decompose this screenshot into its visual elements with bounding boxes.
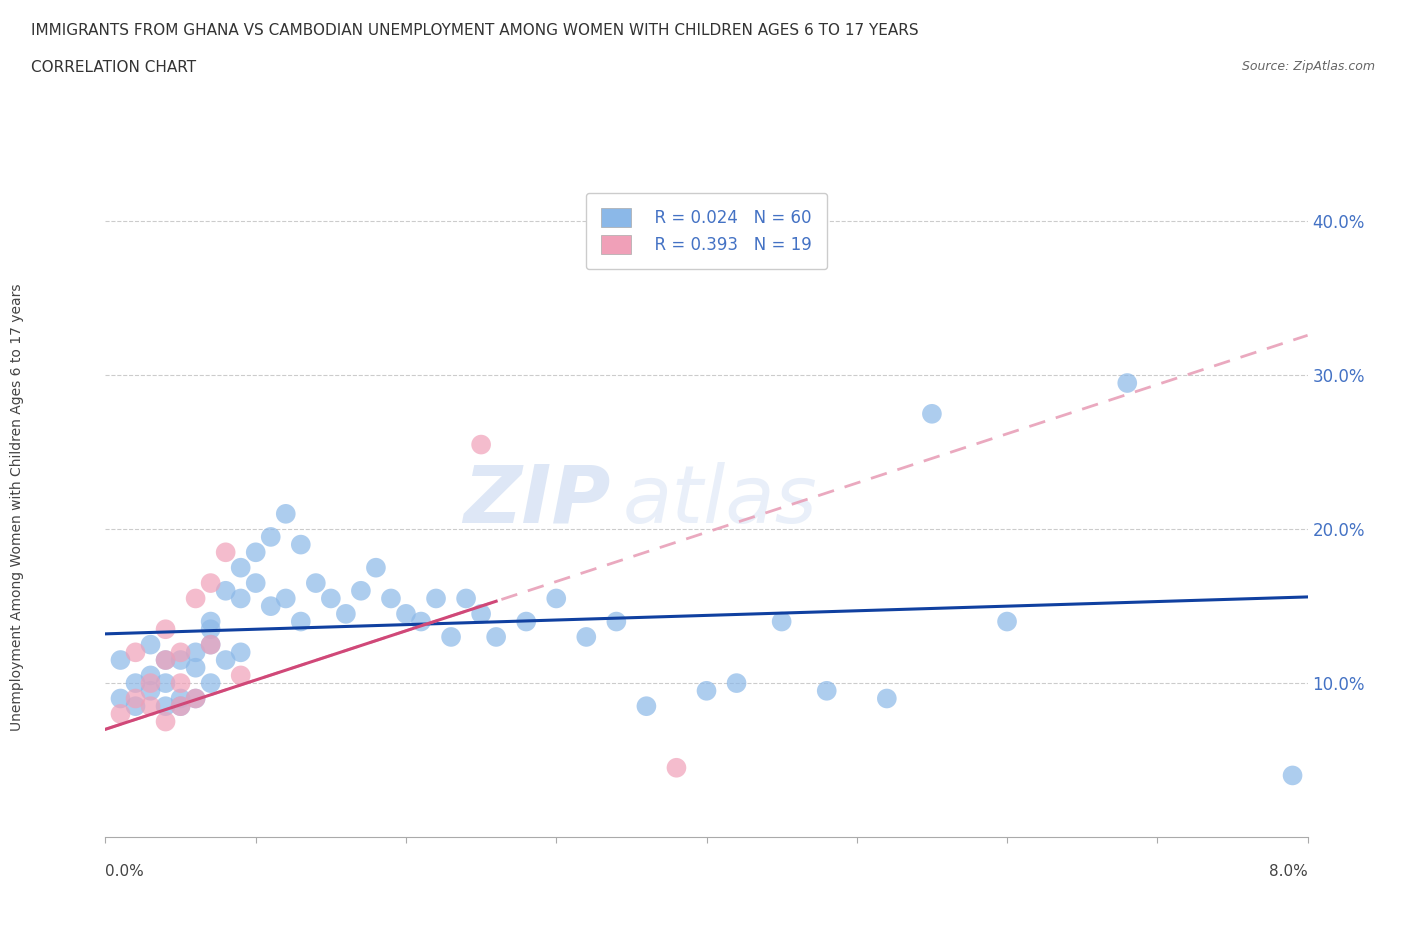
Point (200, 637, 222, 652)
Point (274, 591, 297, 606)
Text: Source: ZipAtlas.com: Source: ZipAtlas.com (1241, 60, 1375, 73)
Point (200, 576, 222, 591)
Point (200, 637, 222, 652)
Point (1116, 376, 1139, 391)
Point (155, 698, 177, 713)
Point (1281, 768, 1303, 783)
Point (169, 698, 191, 713)
Point (245, 576, 267, 591)
Point (921, 406, 943, 421)
Point (636, 698, 658, 713)
Point (696, 684, 718, 698)
Point (409, 614, 432, 629)
Point (169, 698, 191, 713)
Point (200, 622, 222, 637)
Point (364, 560, 387, 575)
Point (770, 614, 793, 629)
Point (184, 644, 207, 659)
Text: CORRELATION CHART: CORRELATION CHART (31, 60, 195, 75)
Point (110, 691, 132, 706)
Point (876, 691, 898, 706)
Point (290, 538, 312, 552)
Point (169, 653, 191, 668)
Point (575, 630, 598, 644)
Point (200, 614, 222, 629)
Text: ZIP: ZIP (463, 462, 610, 540)
Point (305, 576, 328, 591)
Point (515, 614, 537, 629)
Point (200, 676, 222, 691)
Point (184, 691, 207, 706)
Point (470, 437, 492, 452)
Point (155, 653, 177, 668)
Point (290, 614, 312, 629)
Point (350, 583, 373, 598)
Point (380, 591, 402, 606)
Point (229, 591, 252, 606)
Point (184, 660, 207, 675)
Point (274, 507, 297, 522)
Point (139, 676, 162, 691)
Point (470, 606, 492, 621)
Point (260, 599, 283, 614)
Point (124, 691, 146, 706)
Point (169, 676, 191, 691)
Legend:   R = 0.024   N = 60,   R = 0.393   N = 19: R = 0.024 N = 60, R = 0.393 N = 19 (586, 193, 827, 270)
Point (665, 761, 688, 776)
Point (124, 644, 146, 659)
Point (260, 529, 283, 544)
Point (454, 591, 477, 606)
Point (440, 630, 463, 644)
Point (995, 614, 1018, 629)
Text: 0.0%: 0.0% (105, 864, 145, 879)
Point (139, 637, 162, 652)
Point (155, 714, 177, 729)
Point (139, 698, 162, 713)
Point (110, 653, 132, 668)
Point (155, 653, 177, 668)
Point (229, 668, 252, 683)
Point (725, 676, 748, 691)
Point (485, 630, 508, 644)
Point (214, 583, 236, 598)
Text: Unemployment Among Women with Children Ages 6 to 17 years: Unemployment Among Women with Children A… (10, 283, 24, 731)
Point (110, 707, 132, 722)
Point (319, 591, 342, 606)
Text: 8.0%: 8.0% (1268, 864, 1308, 879)
Point (229, 644, 252, 659)
Point (139, 668, 162, 683)
Point (245, 545, 267, 560)
Point (184, 591, 207, 606)
Point (214, 545, 236, 560)
Point (214, 653, 236, 668)
Point (605, 614, 627, 629)
Point (229, 560, 252, 575)
Point (155, 622, 177, 637)
Text: atlas: atlas (623, 462, 817, 540)
Text: IMMIGRANTS FROM GHANA VS CAMBODIAN UNEMPLOYMENT AMONG WOMEN WITH CHILDREN AGES 6: IMMIGRANTS FROM GHANA VS CAMBODIAN UNEMP… (31, 23, 918, 38)
Point (395, 606, 418, 621)
Point (546, 591, 568, 606)
Point (139, 684, 162, 698)
Point (155, 676, 177, 691)
Point (124, 698, 146, 713)
Point (815, 684, 838, 698)
Point (124, 676, 146, 691)
Point (425, 591, 447, 606)
Point (169, 644, 191, 659)
Point (169, 691, 191, 706)
Point (184, 691, 207, 706)
Point (335, 606, 357, 621)
